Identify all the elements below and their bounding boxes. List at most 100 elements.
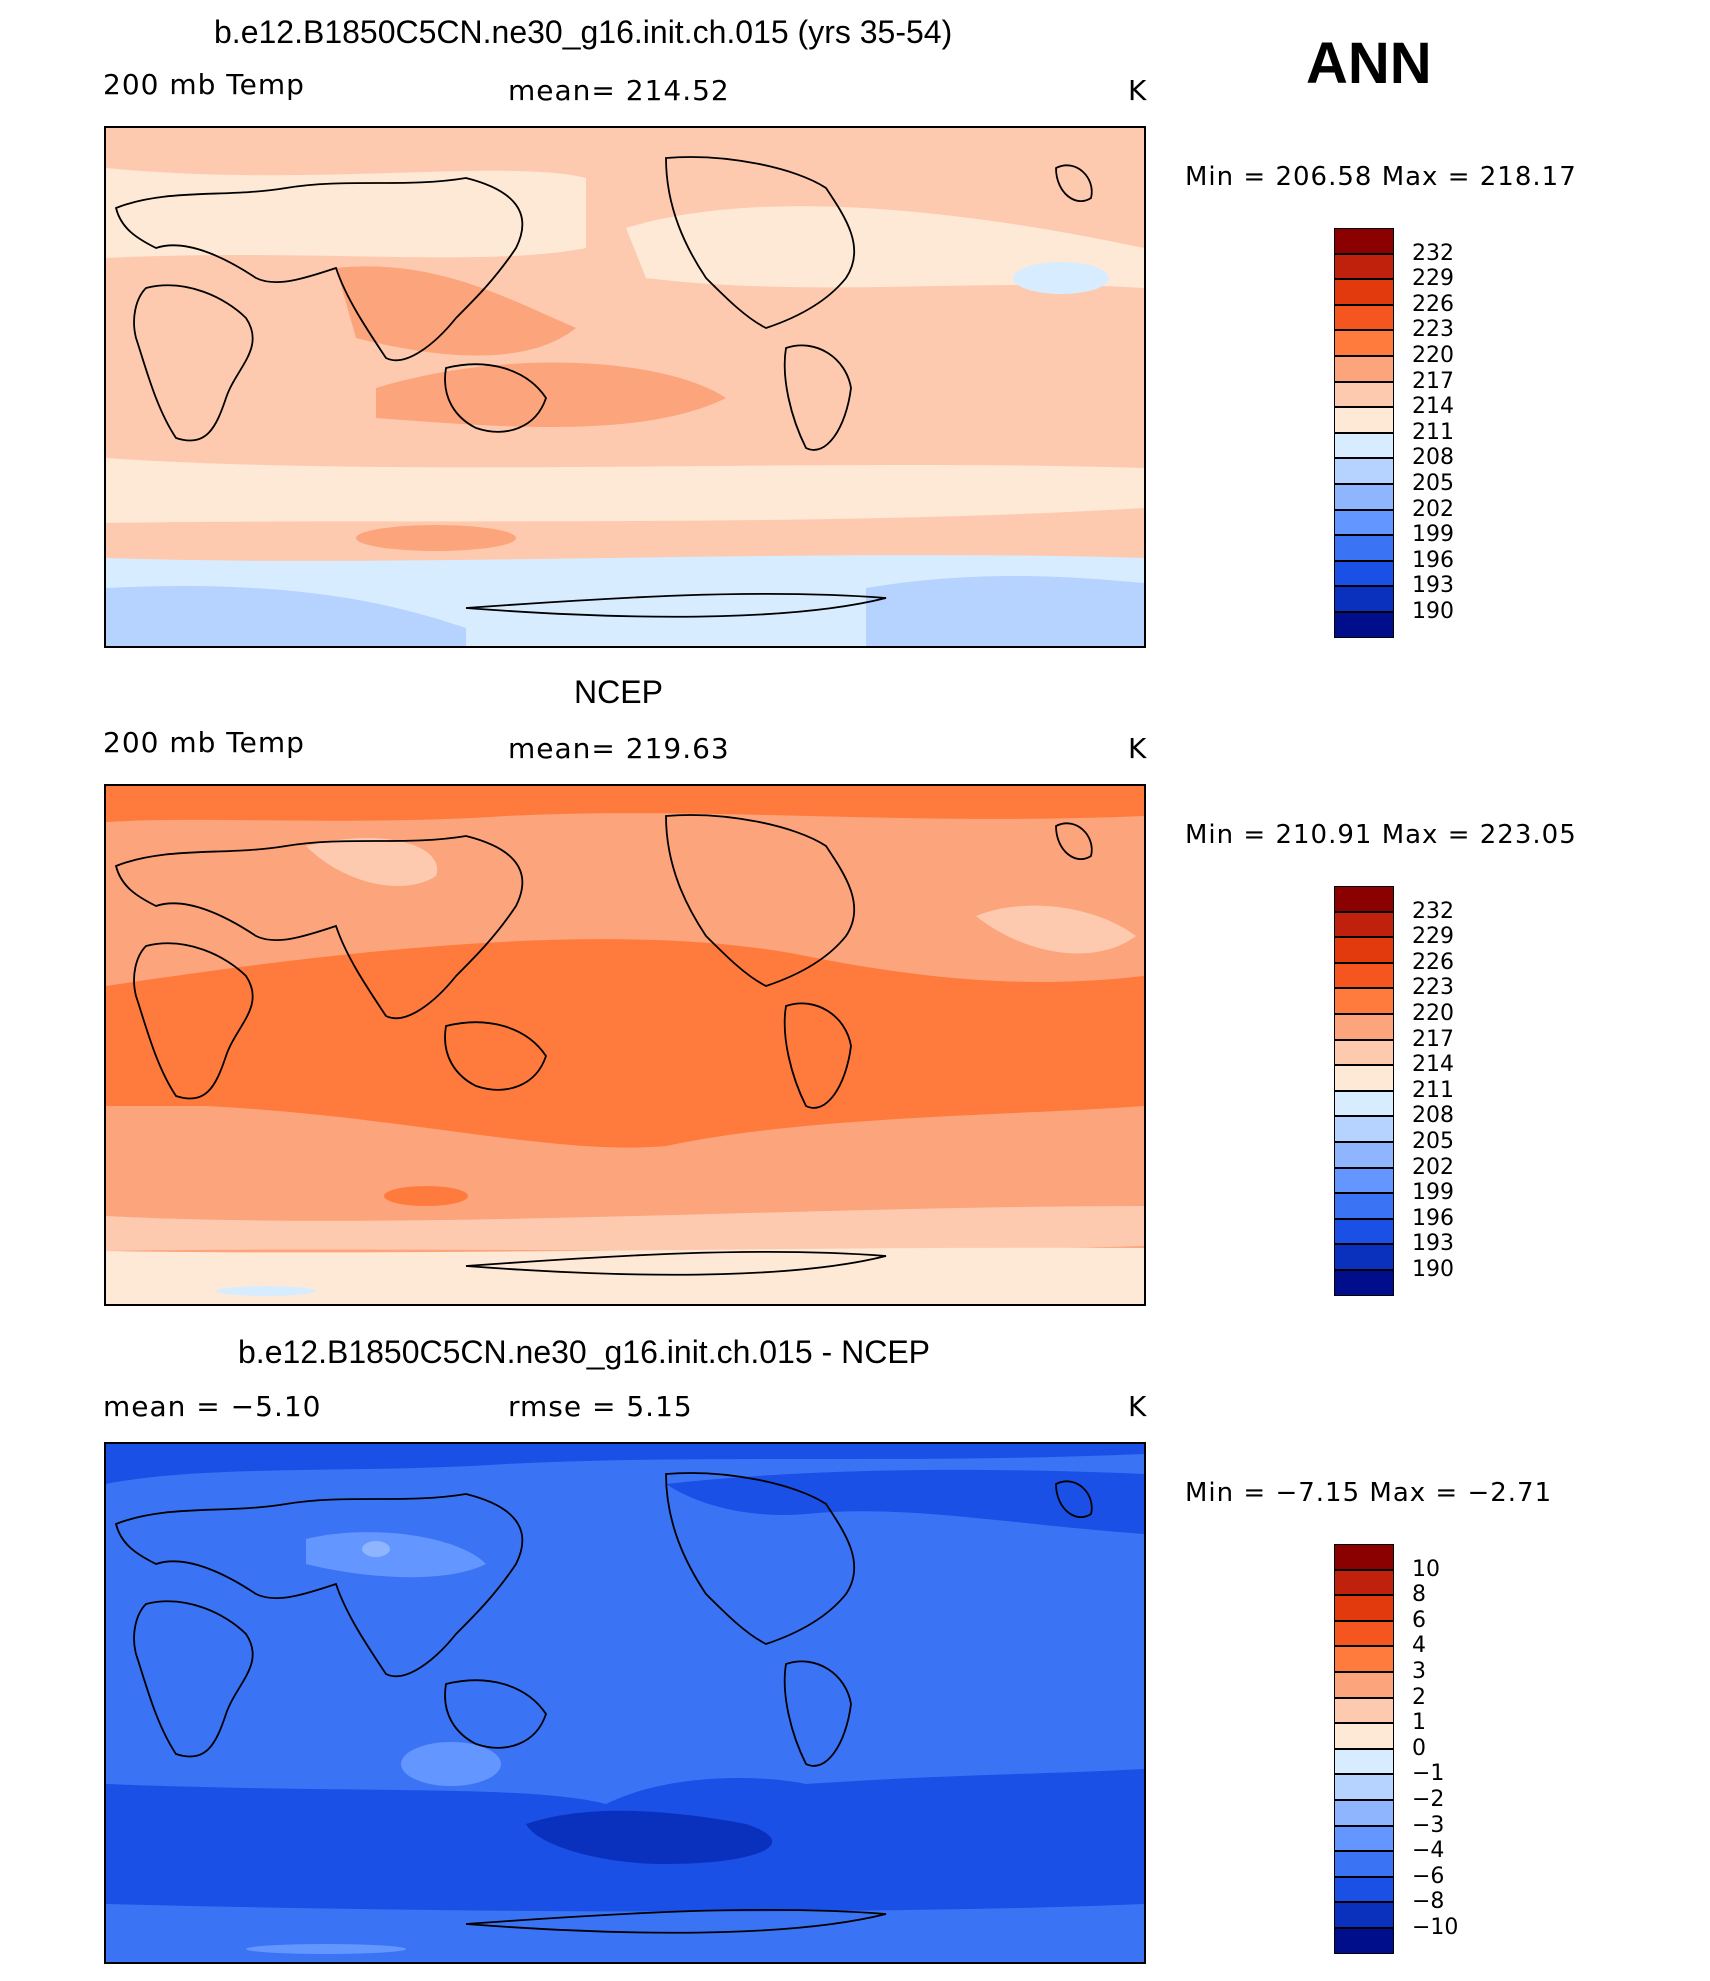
colorbar-label: 193	[1412, 1231, 1454, 1257]
colorbar-swatch	[1334, 279, 1394, 305]
colorbar-swatch	[1334, 1620, 1394, 1647]
colorbar-swatch	[1334, 356, 1394, 382]
colorbar-label: 220	[1412, 1001, 1454, 1026]
colorbar-label: 226	[1412, 949, 1454, 975]
band	[106, 586, 466, 646]
band	[401, 1742, 501, 1786]
colorbar-label: 223	[1412, 975, 1454, 1001]
colorbar-label: 3	[1412, 1659, 1426, 1684]
colorbar-label: 223	[1412, 317, 1454, 343]
panel-3-units: K	[1128, 1390, 1148, 1423]
colorbar-label: −4	[1412, 1838, 1445, 1864]
coastline	[465, 1908, 887, 1934]
colorbar-swatch	[1334, 1595, 1394, 1621]
band	[106, 1206, 1144, 1251]
colorbar-swatch	[1334, 432, 1394, 459]
colorbar-label: −3	[1412, 1812, 1445, 1838]
colorbar-swatch	[1334, 228, 1394, 254]
colorbar-label: 232	[1412, 898, 1454, 924]
panel-1-map	[104, 126, 1146, 648]
colorbar-label: 8	[1412, 1582, 1426, 1608]
colorbar-label: 229	[1412, 924, 1454, 950]
band	[306, 1532, 486, 1578]
colorbar-swatch	[1334, 509, 1394, 536]
colorbar-label: 214	[1412, 394, 1454, 420]
colorbar-swatch	[1334, 1167, 1394, 1194]
colorbar-label: 208	[1412, 1103, 1454, 1129]
panel-3-colorbar: 10 8 6 4 3 2 1 0 −1 −2 −3 −4 −6 −8 −10	[1334, 1544, 1458, 1954]
coastline	[1055, 164, 1093, 203]
colorbar-swatch	[1334, 1116, 1394, 1142]
panel-2-mean-label: mean= 219.63	[508, 732, 730, 765]
coastline	[1055, 822, 1093, 861]
colorbar-swatch	[1334, 1748, 1394, 1775]
colorbar-label: 211	[1412, 1077, 1454, 1103]
colorbar-swatch	[1334, 1928, 1394, 1954]
panel-1-units: K	[1128, 74, 1148, 107]
coastline	[665, 1472, 856, 1645]
colorbar-label: 217	[1412, 368, 1454, 394]
coastline	[783, 1002, 852, 1109]
colorbar-swatch	[1334, 1142, 1394, 1168]
colorbar-swatch	[1334, 1672, 1394, 1698]
colorbar-swatch	[1334, 1723, 1394, 1749]
band	[376, 362, 726, 427]
coastline	[444, 1679, 547, 1749]
colorbar-swatch	[1334, 458, 1394, 484]
colorbar-label: −2	[1412, 1787, 1445, 1812]
colorbar-swatch	[1334, 407, 1394, 433]
coastline	[465, 592, 887, 618]
colorbar-swatch	[1334, 1697, 1394, 1724]
band	[356, 525, 516, 551]
panel-2-minmax: Min = 210.91 Max = 223.05	[1185, 820, 1577, 850]
panel-2-title: NCEP	[574, 674, 663, 710]
colorbar-swatch	[1334, 1065, 1394, 1091]
colorbar-swatch	[1334, 304, 1394, 331]
colorbar-label: 202	[1412, 496, 1454, 522]
colorbar-swatch	[1334, 1825, 1394, 1852]
colorbar-swatch	[1334, 1902, 1394, 1928]
colorbar-label: 0	[1412, 1735, 1426, 1761]
season-label: ANN	[1306, 31, 1432, 96]
panel-1-left-label: 200 mb Temp	[103, 68, 305, 101]
band	[106, 128, 1144, 154]
colorbar-label: 190	[1412, 1257, 1454, 1282]
colorbar-swatch	[1334, 1876, 1394, 1903]
band	[336, 266, 576, 356]
colorbar-swatch	[1334, 1544, 1394, 1570]
colorbar-swatch	[1334, 1851, 1394, 1877]
panel-1-minmax: Min = 206.58 Max = 218.17	[1185, 162, 1577, 192]
colorbar-swatch	[1334, 1014, 1394, 1040]
colorbar-label: 205	[1412, 1129, 1454, 1154]
colorbar-label: 208	[1412, 445, 1454, 471]
colorbar-swatch	[1334, 560, 1394, 587]
band	[216, 1286, 316, 1296]
panel-3-rmse-label: rmse = 5.15	[508, 1390, 693, 1423]
band	[306, 837, 438, 886]
colorbar-label: 190	[1412, 599, 1454, 624]
coastline	[783, 1660, 852, 1767]
band	[384, 1186, 468, 1206]
coastline	[665, 814, 856, 987]
band	[106, 786, 1144, 822]
colorbar-label: 220	[1412, 343, 1454, 368]
colorbar-label: 6	[1412, 1607, 1426, 1633]
panel-2-left-label: 200 mb Temp	[103, 726, 305, 759]
panel-1-colorbar: 232 229 226 223 220 217 214 211 208 205 202 199 196 1…	[1334, 228, 1454, 638]
colorbar-swatch	[1334, 937, 1394, 963]
panel-1-title: b.e12.B1850C5CN.ne30_g16.init.ch.015 (yr…	[214, 14, 953, 50]
colorbar-label: 10	[1412, 1556, 1440, 1582]
band	[626, 206, 1144, 288]
colorbar-label: 232	[1412, 240, 1454, 266]
colorbar-swatch	[1334, 911, 1394, 938]
coastline	[133, 284, 254, 442]
band	[976, 905, 1136, 954]
colorbar-swatch	[1334, 886, 1394, 912]
colorbar-label: 193	[1412, 573, 1454, 599]
colorbar-swatch	[1334, 586, 1394, 612]
colorbar-label: 1	[1412, 1710, 1426, 1736]
coastline	[114, 177, 524, 361]
colorbar-swatch	[1334, 1218, 1394, 1245]
coastline	[133, 1600, 254, 1758]
colorbar-label: 202	[1412, 1154, 1454, 1180]
